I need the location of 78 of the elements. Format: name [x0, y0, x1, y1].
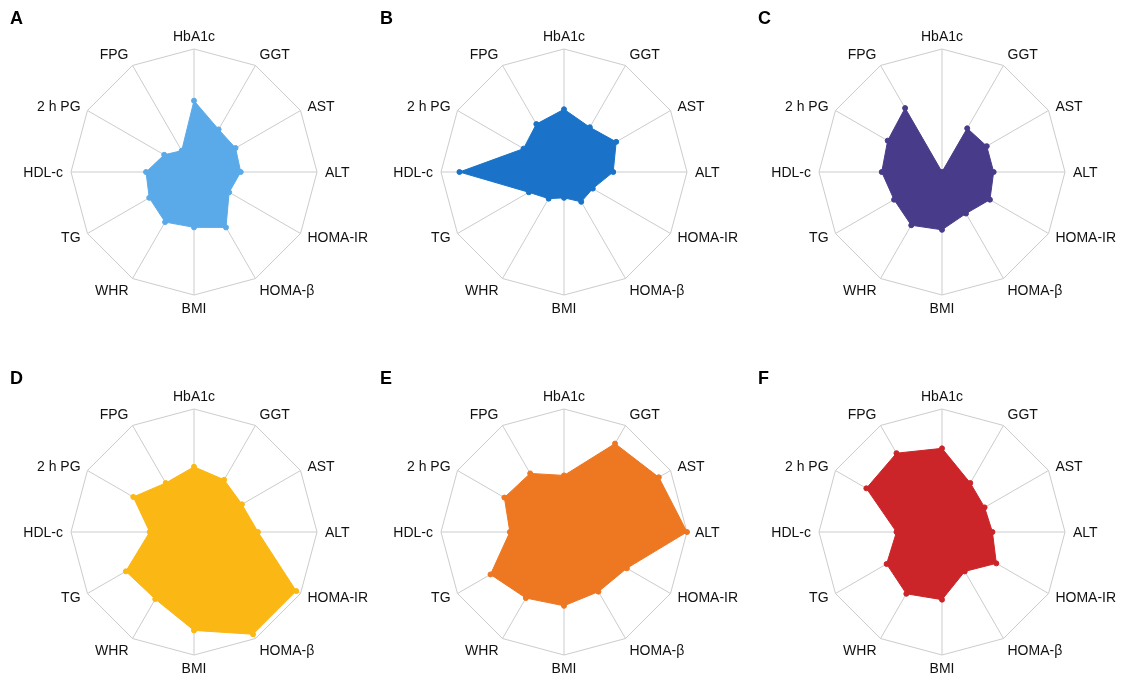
spoke-label: GGT — [259, 405, 291, 422]
spoke-label: GGT — [1007, 45, 1039, 62]
spoke-label: HOMA-β — [1007, 282, 1063, 299]
spoke-label: HOMA-IR — [307, 589, 369, 606]
spoke-label: WHR — [465, 642, 499, 659]
chart-title: F — [758, 368, 769, 389]
spoke-label: FPG — [469, 405, 499, 422]
spoke-label: 2 h PG — [406, 98, 451, 115]
spoke-label: HbA1c — [542, 28, 586, 44]
spoke-label: TG — [431, 589, 451, 606]
spoke-label: 2 h PG — [36, 458, 81, 475]
spoke-label: HDL-c — [771, 523, 811, 540]
spoke-label: ALT — [325, 523, 351, 540]
spoke-label: BMI — [181, 659, 207, 676]
spoke-label: HDL-c — [23, 163, 63, 180]
spoke-label: BMI — [551, 659, 577, 676]
spoke-label: HOMA-IR — [677, 589, 739, 606]
spoke-label: GGT — [629, 45, 661, 62]
spoke-label: FPG — [847, 45, 877, 62]
spoke-label: TG — [61, 229, 81, 246]
spoke-label: GGT — [629, 405, 661, 422]
spoke-label: TG — [809, 589, 829, 606]
spoke-label: 2 h PG — [784, 98, 829, 115]
chart-title: B — [380, 8, 393, 29]
spoke-label: GGT — [1007, 405, 1039, 422]
spoke-label: ALT — [1073, 163, 1099, 180]
spoke-label: FPG — [99, 45, 129, 62]
spoke-label: HOMA-β — [629, 282, 685, 299]
spoke-label: 2 h PG — [36, 98, 81, 115]
spoke-label: HOMA-β — [259, 642, 315, 659]
spoke-label: WHR — [843, 282, 877, 299]
spoke-label: HbA1c — [172, 388, 216, 404]
spoke-label: HDL-c — [393, 523, 433, 540]
spoke-label: WHR — [95, 282, 129, 299]
spoke-label: HbA1c — [172, 28, 216, 44]
spoke-label: 2 h PG — [784, 458, 829, 475]
spoke-label: HOMA-IR — [307, 229, 369, 246]
spoke-label: ALT — [695, 523, 721, 540]
spoke-label: AST — [1055, 458, 1084, 475]
spoke-label: HOMA-IR — [1055, 229, 1117, 246]
spoke-label: HOMA-β — [1007, 642, 1063, 659]
spoke-label: HOMA-IR — [1055, 589, 1117, 606]
spoke-label: HOMA-β — [629, 642, 685, 659]
spoke-label: FPG — [847, 405, 877, 422]
spoke-label: BMI — [929, 299, 955, 316]
spoke-label: HDL-c — [23, 523, 63, 540]
spoke-label: AST — [307, 458, 336, 475]
spoke-label: ALT — [1073, 523, 1099, 540]
chart-title: A — [10, 8, 23, 29]
spoke-label: FPG — [469, 45, 499, 62]
spoke-label: WHR — [465, 282, 499, 299]
spoke-label: HDL-c — [771, 163, 811, 180]
spoke-label: BMI — [181, 299, 207, 316]
spoke-label: HOMA-IR — [677, 229, 739, 246]
spoke-label: ALT — [325, 163, 351, 180]
chart-title: D — [10, 368, 23, 389]
spoke-label: AST — [307, 98, 336, 115]
spoke-label: TG — [809, 229, 829, 246]
spoke-label: HbA1c — [920, 388, 964, 404]
spoke-label: HbA1c — [920, 28, 964, 44]
spoke-label: HOMA-β — [259, 282, 315, 299]
spoke-label: HbA1c — [542, 388, 586, 404]
spoke-label: 2 h PG — [406, 458, 451, 475]
spoke-label: AST — [1055, 98, 1084, 115]
spoke-label: GGT — [259, 45, 291, 62]
spoke-label: AST — [677, 458, 706, 475]
spoke-label: TG — [61, 589, 81, 606]
spoke-label: WHR — [843, 642, 877, 659]
spoke-label: WHR — [95, 642, 129, 659]
chart-title: C — [758, 8, 771, 29]
spoke-label: HDL-c — [393, 163, 433, 180]
spoke-label: AST — [677, 98, 706, 115]
chart-title: E — [380, 368, 393, 389]
spoke-label: TG — [431, 229, 451, 246]
spoke-label: BMI — [551, 299, 577, 316]
spoke-label: FPG — [99, 405, 129, 422]
spoke-label: ALT — [695, 163, 721, 180]
spoke-label: BMI — [929, 659, 955, 676]
